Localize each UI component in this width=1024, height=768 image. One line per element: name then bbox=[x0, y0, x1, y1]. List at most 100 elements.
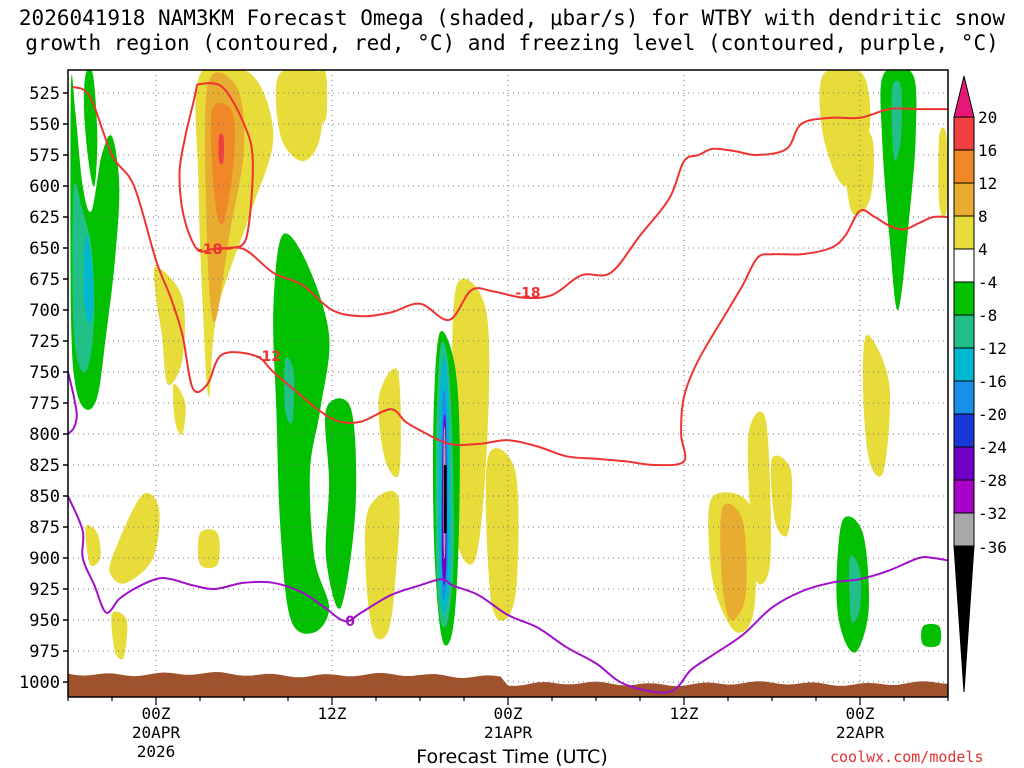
omega-area-37 bbox=[891, 80, 902, 162]
x-tick-label: 12Z bbox=[318, 704, 347, 723]
x-tick-label: 2026 bbox=[137, 742, 176, 761]
omega-area-9 bbox=[316, 70, 328, 124]
colorbar-tick-label: -20 bbox=[978, 405, 1007, 424]
y-tick-label: 650 bbox=[29, 239, 60, 259]
x-tick-label: 00Z bbox=[494, 704, 523, 723]
colorbar-tick-label: 8 bbox=[978, 207, 988, 226]
omega-area-40 bbox=[938, 127, 948, 218]
omega-area-36 bbox=[880, 70, 917, 311]
omega-area-1 bbox=[83, 70, 98, 187]
colorbar-band bbox=[953, 314, 975, 349]
colorbar-tick-label: 4 bbox=[978, 240, 988, 259]
omega-core-max bbox=[443, 465, 447, 534]
omega-area-30 bbox=[720, 503, 747, 621]
y-tick-label: 825 bbox=[29, 456, 60, 476]
y-tick-label: 900 bbox=[29, 549, 60, 569]
omega-area-39 bbox=[849, 555, 862, 623]
y-tick-label: 925 bbox=[29, 580, 60, 600]
colorbar-tick-label: -4 bbox=[978, 273, 997, 292]
x-tick-label: 20APR bbox=[132, 723, 181, 742]
colorbar-tick-label: -8 bbox=[978, 306, 997, 325]
omega-area-2 bbox=[72, 182, 95, 373]
colorbar-band bbox=[953, 182, 975, 217]
colorbar-tick-label: -36 bbox=[978, 538, 1007, 557]
omega-area-21 bbox=[452, 278, 490, 565]
colorbar-tick-label: -32 bbox=[978, 504, 1007, 523]
omega-area-13 bbox=[85, 525, 101, 567]
omega-area-32 bbox=[770, 455, 793, 537]
colorbar-tick-label: -28 bbox=[978, 471, 1007, 490]
omega-area-34 bbox=[844, 127, 875, 216]
colorbar-band bbox=[953, 347, 975, 382]
omega-area-14 bbox=[197, 529, 220, 569]
x-tick-label: 21APR bbox=[484, 723, 533, 742]
dgz-minus12-main bbox=[71, 85, 948, 467]
colorbar-tick-label: 12 bbox=[978, 174, 997, 193]
omega-area-8 bbox=[275, 70, 325, 162]
colorbar-band bbox=[953, 413, 975, 448]
ground-fill bbox=[68, 672, 948, 697]
y-tick-label: 575 bbox=[29, 146, 60, 166]
colorbar-tick-label: 20 bbox=[978, 108, 997, 127]
chart-title-line-2: growth region (contoured, red, °C) and f… bbox=[25, 31, 999, 55]
dgz-minus18-left-label: -18 bbox=[197, 242, 222, 258]
colorbar-band bbox=[953, 479, 975, 514]
colorbar-top-triangle bbox=[953, 75, 975, 118]
y-tick-label: 775 bbox=[29, 394, 60, 414]
freezing-level bbox=[68, 495, 948, 694]
freezing-level-left bbox=[68, 371, 78, 435]
omega-area-17 bbox=[284, 357, 295, 424]
omega-area-18 bbox=[325, 398, 357, 609]
colorbar-band bbox=[953, 281, 975, 316]
x-tick-label: 22APR bbox=[836, 723, 885, 742]
omega-area-31 bbox=[747, 411, 771, 585]
y-tick-label: 1000 bbox=[19, 673, 60, 693]
dgz-minus18-main bbox=[217, 107, 948, 321]
y-axis: 525 550 575 600 625 650 675 700 725 750 775 800 825 8… bbox=[19, 84, 68, 693]
y-tick-label: 525 bbox=[29, 84, 60, 104]
y-tick-label: 850 bbox=[29, 487, 60, 507]
freezing-level-label: 0 bbox=[345, 614, 355, 630]
omega-area-19 bbox=[364, 490, 400, 640]
y-tick-label: 600 bbox=[29, 177, 60, 197]
colorbar-band bbox=[953, 446, 975, 481]
colorbar-band bbox=[953, 380, 975, 415]
omega-area-11 bbox=[172, 383, 186, 435]
y-tick-label: 550 bbox=[29, 115, 60, 135]
x-tick-label: 00Z bbox=[846, 704, 875, 723]
dgz-minus18-main-label: -18 bbox=[515, 286, 540, 302]
omega-area-20 bbox=[378, 368, 401, 478]
omega-area-6 bbox=[210, 102, 235, 225]
dgz-minus12-main-label: -12 bbox=[256, 349, 281, 365]
y-tick-label: 950 bbox=[29, 611, 60, 631]
omega-area-15 bbox=[111, 611, 128, 660]
colorbar-tick-label: -12 bbox=[978, 339, 1007, 358]
colorbar-band bbox=[953, 215, 975, 250]
colorbar-bottom-triangle bbox=[953, 545, 975, 693]
colorbar-tick-label: 16 bbox=[978, 141, 997, 160]
omega-area-10 bbox=[153, 266, 186, 386]
y-tick-label: 675 bbox=[29, 270, 60, 290]
omega-area-28 bbox=[485, 448, 519, 621]
colorbar-tick-label: -24 bbox=[978, 438, 1007, 457]
chart-title-line-1: 2026041918 NAM3KM Forecast Omega (shaded… bbox=[18, 6, 1006, 30]
x-tick-label: 00Z bbox=[142, 704, 171, 723]
omega-area-7 bbox=[218, 133, 225, 165]
y-tick-label: 750 bbox=[29, 363, 60, 383]
x-tick-label: 12Z bbox=[670, 704, 699, 723]
y-tick-label: 975 bbox=[29, 642, 60, 662]
ground-surface bbox=[68, 672, 948, 697]
colorbar-band bbox=[953, 512, 975, 547]
x-axis-label: Forecast Time (UTC) bbox=[416, 746, 608, 768]
colorbar-tick-label: -16 bbox=[978, 372, 1007, 391]
colorbar-band bbox=[953, 149, 975, 184]
grid-lines bbox=[68, 70, 948, 697]
credit-link[interactable]: coolwx.com/models bbox=[830, 748, 984, 766]
colorbar: 20 16 12 8 4 -4 -8 -12 -16 -20 -24 -28 -32 -36 bbox=[953, 75, 1007, 693]
contour-lines: -18 -18 -12 0 bbox=[68, 82, 948, 694]
y-tick-label: 800 bbox=[29, 425, 60, 445]
omega-area-41 bbox=[921, 623, 942, 648]
omega-area-12 bbox=[109, 492, 160, 584]
